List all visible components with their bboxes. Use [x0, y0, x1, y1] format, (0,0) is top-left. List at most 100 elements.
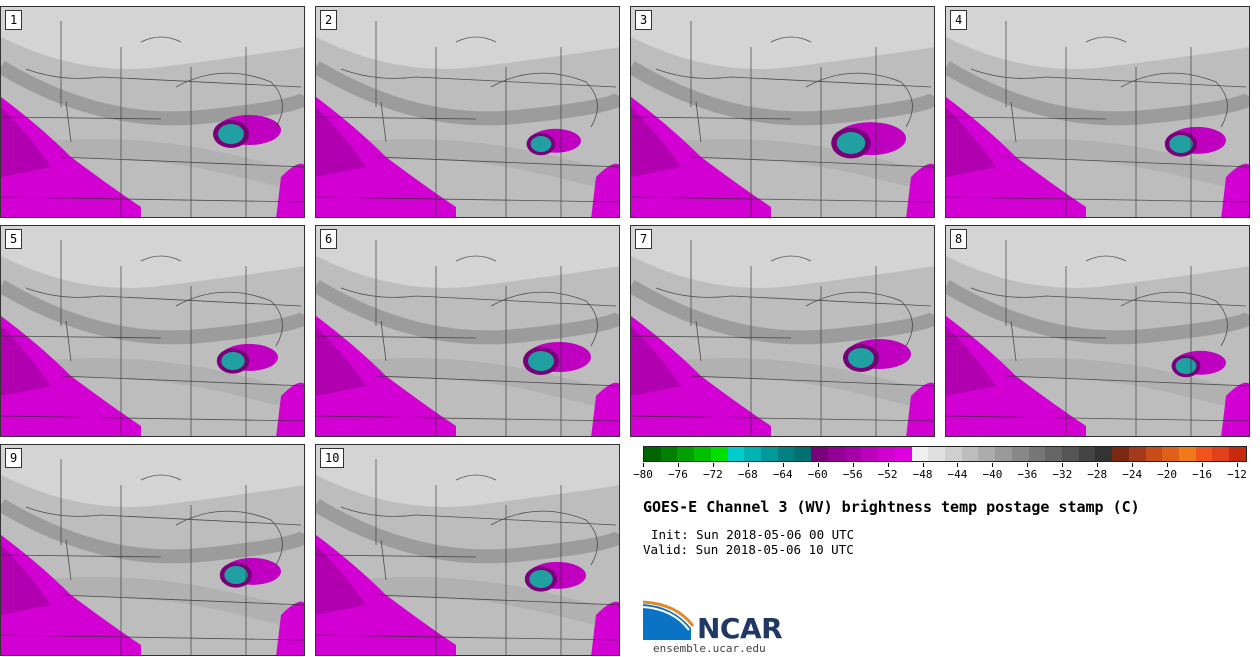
panel-number-label: 1: [5, 10, 23, 30]
map-graphic: [946, 7, 1249, 217]
colorbar-swatch: [928, 447, 945, 461]
colorbar-swatch: [794, 447, 812, 461]
colorbar-swatch: [861, 447, 879, 461]
map-panel: 5: [0, 225, 305, 437]
colorbar-tick: [992, 463, 994, 467]
colorbar-swatch: [1179, 447, 1196, 461]
colorbar-swatch: [878, 447, 895, 461]
colorbar-swatch: [1011, 447, 1029, 461]
colorbar-swatch: [710, 447, 728, 461]
colorbar-swatch: [1028, 447, 1046, 461]
map-panel: 7: [630, 225, 935, 437]
colorbar-swatch: [944, 447, 962, 461]
map-graphic: [631, 7, 934, 217]
colorbar-tick: [1167, 463, 1169, 467]
map-graphic: [316, 7, 619, 217]
map-graphic: [946, 226, 1249, 436]
colorbar-swatch: [777, 447, 795, 461]
panel-number-label: 8: [950, 229, 968, 249]
map-graphic: [1, 445, 304, 655]
panel-number-label: 6: [320, 229, 338, 249]
ensemble-url: ensemble.ucar.edu: [653, 642, 766, 655]
colorbar-swatch: [1162, 447, 1179, 461]
map-panel: 1: [0, 6, 305, 218]
colorbar-swatch: [911, 447, 929, 461]
colorbar-tick-label: −36: [1017, 468, 1038, 481]
colorbar-tick: [887, 463, 889, 467]
colorbar-swatch: [644, 447, 661, 461]
map-panel: 9: [0, 444, 305, 656]
map-panel: 2: [315, 6, 620, 218]
colorbar-tick-label: −44: [947, 468, 968, 481]
colorbar-tick-label: −24: [1122, 468, 1143, 481]
colorbar-tick-label: −60: [807, 468, 828, 481]
colorbar: [643, 446, 1247, 462]
map-graphic: [1, 7, 304, 217]
colorbar-swatch: [761, 447, 778, 461]
colorbar-swatch: [677, 447, 695, 461]
panel-number-label: 10: [320, 448, 345, 468]
colorbar-swatch: [1078, 447, 1096, 461]
colorbar-swatch: [978, 447, 996, 461]
colorbar-swatch: [660, 447, 678, 461]
panel-number-label: 9: [5, 448, 23, 468]
colorbar-tick: [712, 463, 714, 467]
map-graphic: [631, 226, 934, 436]
colorbar-swatch: [894, 447, 912, 461]
panel-number-label: 5: [5, 229, 23, 249]
colorbar-tick: [747, 463, 749, 467]
colorbar-tick: [1237, 463, 1238, 467]
colorbar-swatch: [995, 447, 1012, 461]
colorbar-tick: [852, 463, 854, 467]
ncar-logo-text: NCAR: [697, 612, 783, 645]
colorbar-swatch: [1061, 447, 1079, 461]
colorbar-ticks: −80 −76 −72 −68 −64 −60 −56 −52 −48 −44 −40 −36 −32 −…: [633, 463, 1247, 483]
colorbar-tick: [1097, 463, 1099, 467]
colorbar-tick-label: −80: [633, 468, 653, 481]
colorbar-swatch: [844, 447, 862, 461]
colorbar-swatch: [1229, 447, 1246, 461]
colorbar-tick-label: −64: [772, 468, 793, 481]
colorbar-swatch: [1112, 447, 1129, 461]
colorbar-swatch: [727, 447, 745, 461]
colorbar-tick-label: −40: [982, 468, 1003, 481]
panel-number-label: 4: [950, 10, 968, 30]
panel-number-label: 3: [635, 10, 653, 30]
colorbar-swatch: [1212, 447, 1230, 461]
map-panel: 4: [945, 6, 1250, 218]
colorbar-swatch: [694, 447, 711, 461]
colorbar-tick-label: −52: [877, 468, 898, 481]
colorbar-tick-label: −68: [737, 468, 758, 481]
colorbar-tick-label: −12: [1227, 468, 1247, 481]
colorbar-swatch: [744, 447, 762, 461]
init-time: Init: Sun 2018-05-06 00 UTC: [651, 527, 855, 542]
colorbar-swatch: [1145, 447, 1163, 461]
map-graphic: [316, 226, 619, 436]
colorbar-swatch: [811, 447, 828, 461]
colorbar-tick-label: −76: [668, 468, 688, 481]
colorbar-swatch: [1045, 447, 1062, 461]
colorbar-tick: [1027, 463, 1029, 467]
colorbar-tick: [1132, 463, 1134, 467]
panel-number-label: 7: [635, 229, 653, 249]
colorbar-tick: [677, 463, 679, 467]
colorbar-tick: [782, 463, 784, 467]
colorbar-swatch: [1095, 447, 1113, 461]
colorbar-tick: [1202, 463, 1204, 467]
map-graphic: [1, 226, 304, 436]
colorbar-tick-label: −32: [1052, 468, 1073, 481]
colorbar-tick: [957, 463, 959, 467]
colorbar-tick-label: −16: [1192, 468, 1212, 481]
map-panel: 3: [630, 6, 935, 218]
colorbar-tick: [922, 463, 924, 467]
map-panel: 8: [945, 225, 1250, 437]
colorbar-swatch: [827, 447, 845, 461]
colorbar-tick: [817, 463, 819, 467]
ncar-logo-icon: [643, 600, 695, 640]
panel-number-label: 2: [320, 10, 338, 30]
colorbar-tick: [643, 463, 644, 467]
map-panel: 6: [315, 225, 620, 437]
colorbar-tick-label: −28: [1087, 468, 1108, 481]
map-graphic: [316, 445, 619, 655]
colorbar-tick-label: −48: [912, 468, 933, 481]
